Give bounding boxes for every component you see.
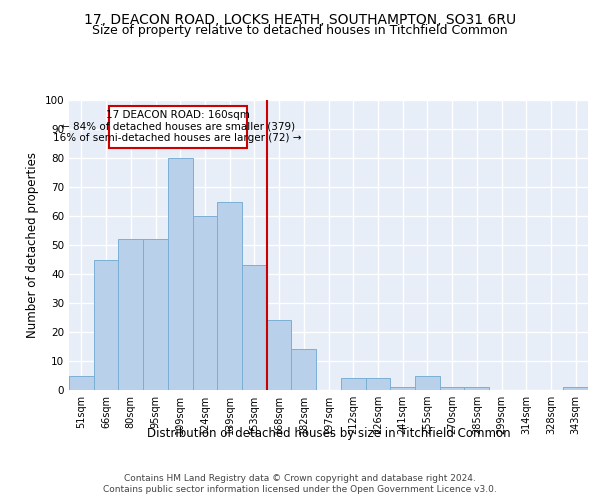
FancyBboxPatch shape bbox=[109, 106, 247, 148]
Bar bbox=[390, 387, 415, 390]
Bar bbox=[292, 350, 316, 390]
Bar bbox=[217, 202, 242, 390]
Bar bbox=[118, 239, 143, 390]
Bar bbox=[440, 387, 464, 390]
Bar bbox=[341, 378, 365, 390]
Bar bbox=[267, 320, 292, 390]
Text: Contains public sector information licensed under the Open Government Licence v3: Contains public sector information licen… bbox=[103, 485, 497, 494]
Bar bbox=[143, 239, 168, 390]
Bar bbox=[464, 387, 489, 390]
Text: 17 DEACON ROAD: 160sqm
← 84% of detached houses are smaller (379)
16% of semi-de: 17 DEACON ROAD: 160sqm ← 84% of detached… bbox=[53, 110, 302, 144]
Text: 17, DEACON ROAD, LOCKS HEATH, SOUTHAMPTON, SO31 6RU: 17, DEACON ROAD, LOCKS HEATH, SOUTHAMPTO… bbox=[84, 12, 516, 26]
Text: Contains HM Land Registry data © Crown copyright and database right 2024.: Contains HM Land Registry data © Crown c… bbox=[124, 474, 476, 483]
Bar bbox=[563, 387, 588, 390]
Text: Distribution of detached houses by size in Titchfield Common: Distribution of detached houses by size … bbox=[147, 428, 511, 440]
Y-axis label: Number of detached properties: Number of detached properties bbox=[26, 152, 39, 338]
Text: Size of property relative to detached houses in Titchfield Common: Size of property relative to detached ho… bbox=[92, 24, 508, 37]
Bar bbox=[69, 376, 94, 390]
Bar bbox=[415, 376, 440, 390]
Bar bbox=[94, 260, 118, 390]
Bar bbox=[365, 378, 390, 390]
Bar bbox=[168, 158, 193, 390]
Bar bbox=[193, 216, 217, 390]
Bar bbox=[242, 266, 267, 390]
